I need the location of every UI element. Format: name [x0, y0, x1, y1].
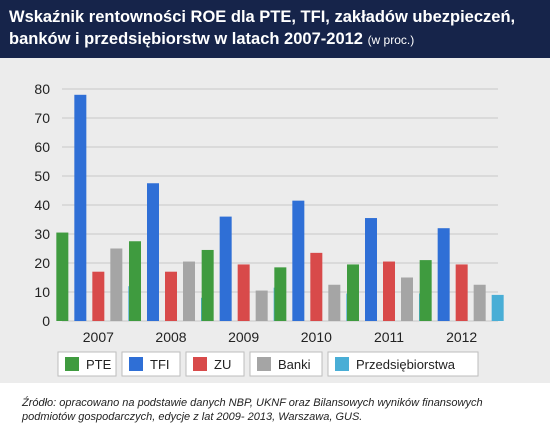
bar-pte-2007: [56, 232, 69, 321]
plot-background: [0, 58, 550, 383]
x-tick-label-2011: 2011: [374, 329, 404, 345]
x-tick-label-2012: 2012: [446, 329, 477, 345]
legend-label-zu: ZU: [214, 357, 231, 372]
chart-title-unit: (w proc.): [367, 33, 415, 47]
legend-label-tfi: TFI: [150, 357, 170, 372]
bar-pte-2009: [201, 249, 214, 321]
legend-label-banki: Banki: [278, 357, 311, 372]
bar-zu-2009: [237, 264, 250, 321]
bar-tfi-2009: [219, 216, 232, 321]
bar-tfi-2011: [365, 218, 377, 321]
bar-pte-2010: [274, 267, 287, 321]
y-tick-label-10: 10: [34, 284, 50, 300]
y-tick-label-40: 40: [34, 197, 50, 213]
y-tick-label-0: 0: [42, 313, 50, 329]
bar-pte-2011: [347, 264, 359, 321]
legend-item-przedsiębiorstwa: [327, 351, 479, 377]
bar-zu-2010: [310, 252, 323, 321]
y-tick-label-80: 80: [34, 81, 50, 97]
bar-tfi-2007: [74, 94, 87, 321]
bar-banki-2009: [255, 290, 268, 321]
bar-zu-2012: [455, 264, 468, 321]
y-tick-label-50: 50: [34, 168, 50, 184]
chart-title-line1: Wskaźnik rentowności ROE dla PTE, TFI, z…: [9, 8, 516, 26]
bar-zu-2008: [165, 271, 177, 321]
bar-zu-2007: [92, 271, 105, 321]
bar-przedsiębiorstwa-2012: [491, 294, 504, 321]
y-tick-label-30: 30: [34, 226, 50, 242]
legend-swatch-banki: [257, 357, 271, 371]
bar-pte-2008: [129, 241, 141, 321]
bar-banki-2012: [473, 284, 486, 321]
y-tick-label-60: 60: [34, 139, 50, 155]
chart-title-line2: banków i przedsiębiorstw w latach 2007-2…: [9, 30, 414, 49]
x-tick-label-2007: 2007: [83, 329, 114, 345]
x-tick-label-2010: 2010: [301, 329, 332, 345]
bar-tfi-2008: [147, 183, 159, 321]
bar-pte-2012: [419, 260, 432, 321]
legend-swatch-zu: [193, 357, 207, 371]
legend-swatch-tfi: [129, 357, 143, 371]
chart-header: Wskaźnik rentowności ROE dla PTE, TFI, z…: [0, 0, 550, 58]
y-tick-label-20: 20: [34, 255, 50, 271]
source-note: Źródło: opracowano na podstawie danych N…: [22, 397, 483, 423]
bar-banki-2008: [183, 261, 195, 321]
y-tick-label-70: 70: [34, 110, 50, 126]
bar-zu-2011: [383, 261, 395, 321]
bar-tfi-2012: [437, 228, 450, 321]
bar-banki-2007: [110, 248, 123, 321]
chart-title-line2-text: banków i przedsiębiorstw w latach 2007-2…: [9, 30, 363, 48]
x-tick-label-2008: 2008: [155, 329, 186, 345]
legend-swatch-przedsiębiorstwa: [335, 357, 349, 371]
legend-label-pte: PTE: [86, 357, 112, 372]
bar-banki-2011: [401, 277, 413, 321]
bar-tfi-2010: [292, 200, 305, 321]
legend-swatch-pte: [65, 357, 79, 371]
legend-label-przedsiębiorstwa: Przedsiębiorstwa: [356, 357, 456, 372]
bar-chart: 0 10 20 30 40 50 60 70 80 2007 2008 2009 2010 2011 201…: [34, 81, 504, 377]
bar-banki-2010: [328, 284, 341, 321]
x-tick-label-2009: 2009: [228, 329, 259, 345]
